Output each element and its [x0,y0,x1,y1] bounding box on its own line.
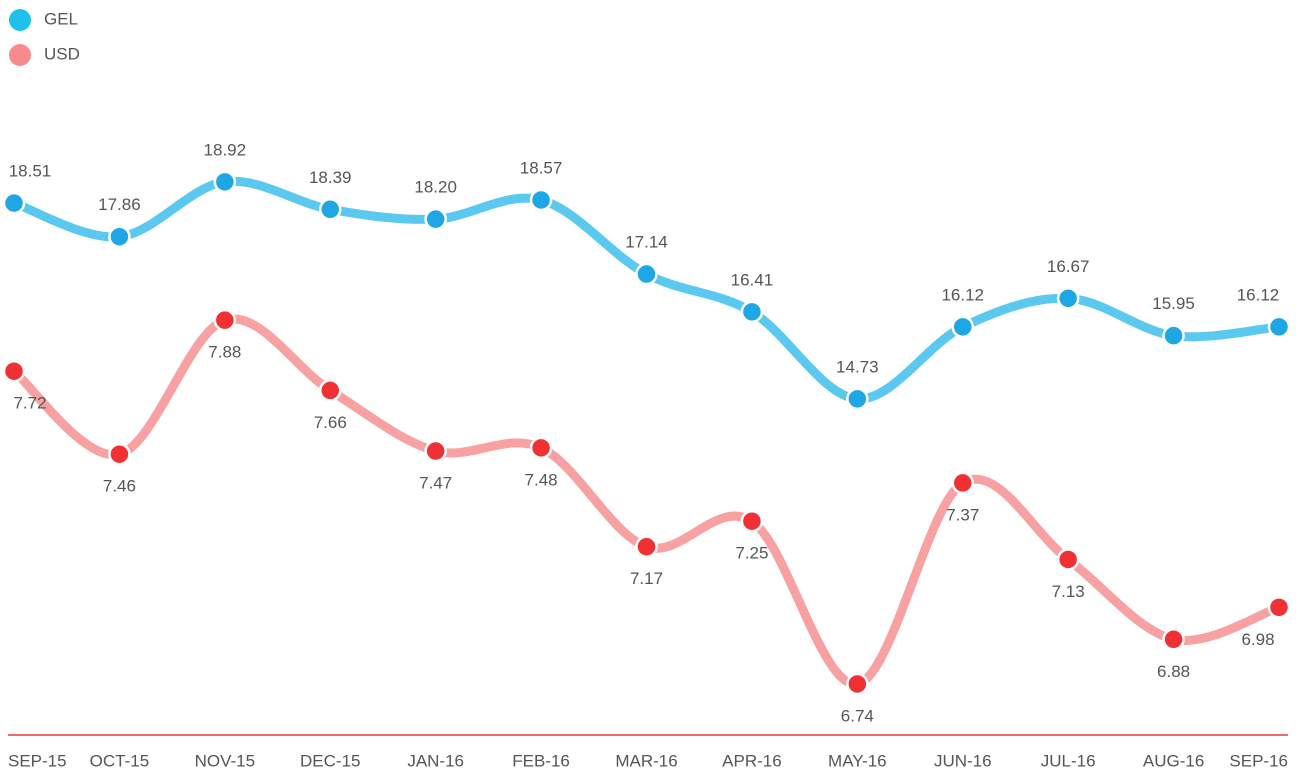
data-point [213,308,237,332]
data-point [740,300,764,324]
x-tick-label: AUG-16 [1143,751,1204,770]
data-point [1162,628,1185,651]
data-point [1056,287,1080,310]
legend-label: USD [44,44,80,63]
data-point [2,359,26,383]
data-label: 7.46 [103,477,136,496]
data-point [529,436,553,460]
data-point [108,442,131,466]
data-label: 6.98 [1241,630,1274,649]
data-label: 7.17 [630,569,663,588]
data-label: 16.41 [731,270,774,289]
data-point [108,225,131,248]
data-label: 14.73 [836,357,879,376]
data-point [951,471,974,495]
data-label: 7.13 [1052,582,1085,601]
x-tick-label: DEC-15 [300,751,360,770]
data-point [213,170,237,194]
data-label: 7.25 [735,544,768,563]
x-tick-label: NOV-15 [195,751,255,770]
data-point [424,439,447,463]
data-label: 16.12 [941,285,984,304]
x-tick-label: FEB-16 [512,751,570,770]
data-point [1267,596,1291,619]
x-tick-label: JAN-16 [407,751,464,770]
data-label: 18.57 [520,158,563,177]
data-label: 7.47 [419,473,452,492]
data-label: 6.74 [841,706,874,725]
x-tick-label: SEP-15 [8,751,67,770]
x-tick-label: MAR-16 [615,751,677,770]
data-point [635,262,658,286]
data-point [740,509,764,533]
data-label: 18.92 [204,140,247,159]
data-point [846,387,869,411]
data-point [1162,324,1185,347]
x-tick-label: JUN-16 [934,751,992,770]
data-point [1056,548,1080,571]
legend-label: GEL [44,9,78,28]
data-label: 16.12 [1237,285,1280,304]
data-point [1267,315,1291,339]
x-tick-label: JUL-16 [1041,751,1096,770]
data-label: 7.48 [525,470,558,489]
data-point [635,535,658,558]
data-label: 18.39 [309,168,352,187]
data-point [424,207,447,231]
data-label: 15.95 [1152,294,1195,313]
x-tick-label: MAY-16 [828,751,887,770]
legend-marker [9,44,31,66]
x-tick-label: OCT-15 [90,751,150,770]
data-label: 7.66 [314,413,347,432]
data-label: 7.72 [13,394,46,413]
data-point [2,191,26,215]
data-label: 18.20 [414,178,457,197]
series-line [9,176,1284,404]
data-point [951,315,974,339]
legend-marker [9,9,31,31]
data-point [529,188,553,212]
data-point [319,379,342,402]
data-label: 17.14 [625,233,668,252]
data-label: 17.86 [98,195,141,214]
data-label: 7.88 [208,343,241,362]
data-point [319,198,342,221]
data-label: 7.37 [946,505,979,524]
data-label: 16.67 [1047,257,1090,276]
data-label: 18.51 [9,162,52,181]
x-tick-label: SEP-16 [1229,751,1288,770]
series-line [9,314,1284,689]
x-tick-label: APR-16 [722,751,782,770]
data-point [846,672,869,696]
data-label: 6.88 [1157,662,1190,681]
